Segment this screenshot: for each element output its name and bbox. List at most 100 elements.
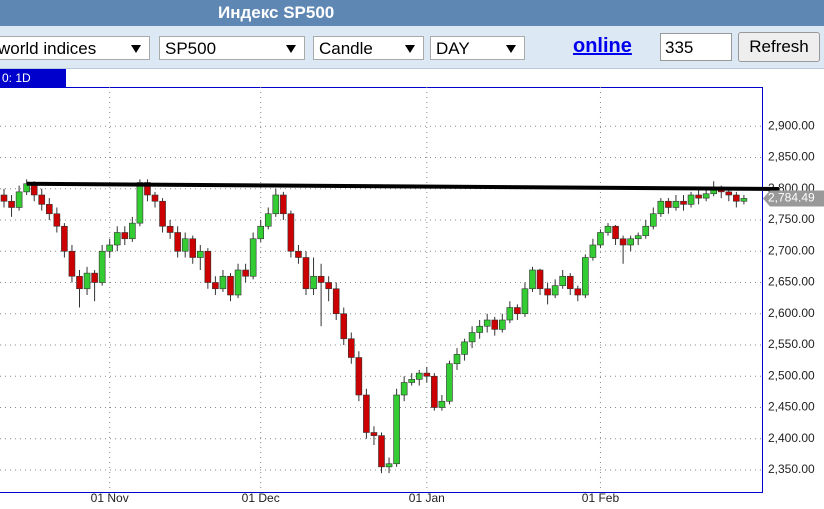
candle-body xyxy=(121,232,129,240)
period-select[interactable]: DAY xyxy=(430,36,525,60)
candle-body xyxy=(431,375,438,408)
candle-body xyxy=(272,194,280,215)
y-tick-label: 2,500.00 xyxy=(768,368,815,382)
candle-body xyxy=(566,275,574,290)
candle-body xyxy=(544,288,551,296)
bars-input[interactable]: 335 xyxy=(660,33,732,61)
market-select[interactable]: world indices xyxy=(0,36,150,60)
candle-body xyxy=(725,191,733,196)
candle-body xyxy=(151,194,159,202)
candle-body xyxy=(423,372,431,377)
x-tick-label: 01 Nov xyxy=(91,491,129,505)
chart-type-select[interactable]: Candle xyxy=(313,36,424,60)
candle-body xyxy=(400,382,408,396)
candle-body xyxy=(476,325,483,333)
header: Индекс SP500 xyxy=(0,0,824,26)
candle-body xyxy=(604,225,612,233)
candle-body xyxy=(597,232,604,246)
candle-body xyxy=(219,275,227,290)
candle-body xyxy=(627,238,634,246)
candle-body xyxy=(8,200,15,208)
candle-body xyxy=(83,272,91,290)
candle-body xyxy=(491,319,499,330)
y-tick-label: 2,700.00 xyxy=(768,243,815,257)
candle-body xyxy=(536,269,544,290)
x-tick-label: 01 Dec xyxy=(242,491,280,505)
y-tick-label: 2,350.00 xyxy=(768,462,815,476)
dropdown-arrow xyxy=(405,45,415,53)
chart: 2,350.00 2,400.00 2,450.00 2,500.00 2,550.00… xyxy=(0,87,824,505)
candle-body xyxy=(559,275,567,286)
select-value: DAY xyxy=(436,39,470,58)
candle-body xyxy=(438,400,446,408)
candle-body xyxy=(227,275,234,296)
select-value: world indices xyxy=(0,39,97,58)
y-tick-label: 2,900.00 xyxy=(768,118,815,132)
candle-body xyxy=(280,194,287,215)
candle-body xyxy=(76,275,83,290)
candle-body xyxy=(551,285,559,296)
candle-body xyxy=(415,372,423,380)
candle-body xyxy=(204,250,212,283)
candle-body xyxy=(113,232,121,246)
candle-body xyxy=(521,288,529,315)
candle-body xyxy=(506,307,514,321)
candle-body xyxy=(385,463,393,468)
candle-body xyxy=(740,198,748,202)
y-tick-label: 2,850.00 xyxy=(768,150,815,164)
candle-body xyxy=(695,194,702,199)
y-tick-label: 2,400.00 xyxy=(768,431,815,445)
candle-body xyxy=(106,244,113,252)
candle-body xyxy=(355,357,363,396)
candle-body xyxy=(129,222,136,240)
candle-body xyxy=(363,394,370,433)
candle-body xyxy=(340,313,348,340)
candle-body xyxy=(302,257,310,290)
candle-body xyxy=(574,288,582,296)
candle-body xyxy=(378,435,385,468)
candle-body xyxy=(234,269,242,296)
y-tick-label: 2,450.00 xyxy=(768,400,815,414)
candle-body xyxy=(91,272,98,283)
candle-body xyxy=(634,235,642,240)
candle-body xyxy=(461,341,468,355)
candle-body xyxy=(370,432,378,436)
candle-body xyxy=(174,232,181,252)
candle-body xyxy=(295,250,302,258)
candle-body xyxy=(0,194,8,202)
candle-body xyxy=(325,282,332,290)
candle-body xyxy=(159,200,166,227)
candle-body xyxy=(45,204,53,215)
candle-body xyxy=(408,379,416,383)
candle-body xyxy=(61,225,68,252)
trend-line xyxy=(26,181,779,191)
select-value: Candle xyxy=(319,39,373,58)
candle-body xyxy=(498,319,506,330)
candle-body xyxy=(582,257,589,296)
x-tick-label: 01 Feb xyxy=(582,491,620,505)
candle-body xyxy=(657,200,665,215)
candle-body xyxy=(189,238,197,258)
online-link[interactable]: online xyxy=(573,35,632,57)
y-tick-label: 2,550.00 xyxy=(768,337,815,351)
last-value-label: 2,784.49 xyxy=(768,191,815,205)
dropdown-arrow xyxy=(286,45,296,53)
refresh-button[interactable]: Refresh xyxy=(738,32,820,62)
candle-body xyxy=(287,213,295,252)
candle-body xyxy=(136,182,144,224)
candle-body xyxy=(529,269,536,290)
x-tick-label: 01 Jan xyxy=(409,491,445,505)
candle-body xyxy=(589,244,597,258)
candle-body xyxy=(257,225,265,240)
page-title: Индекс SP500 xyxy=(218,3,335,22)
candle-body xyxy=(702,193,710,199)
candle-body xyxy=(514,307,521,315)
candle-body xyxy=(68,250,76,277)
candle-body xyxy=(483,319,491,327)
candle-body xyxy=(733,194,740,202)
candle-body xyxy=(649,213,657,227)
candle-body xyxy=(672,200,680,208)
symbol-select[interactable]: SP500 xyxy=(159,36,305,60)
candle-body xyxy=(446,363,453,402)
